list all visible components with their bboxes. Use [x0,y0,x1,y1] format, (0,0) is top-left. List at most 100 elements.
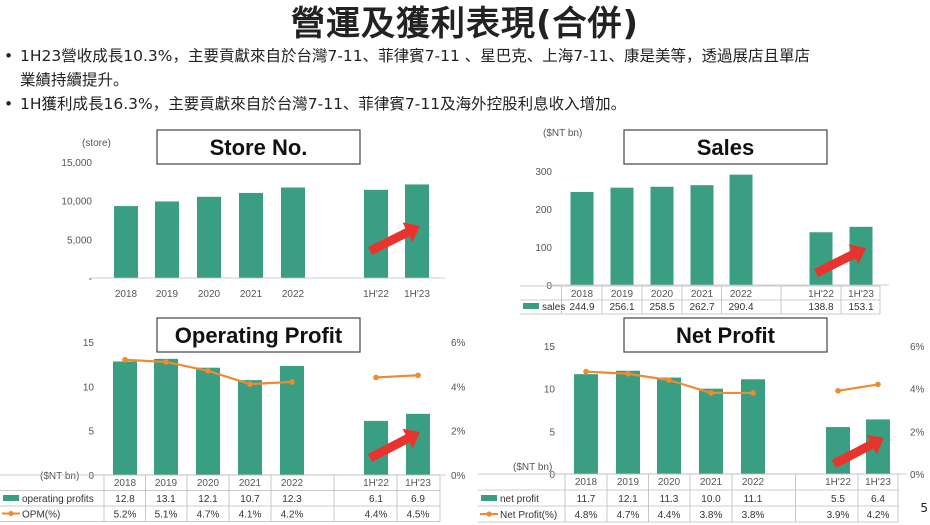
table-cell: 138.8 [808,302,833,313]
chart-title: Operating Profit [175,323,343,348]
table-cell: 4.4% [658,510,681,521]
table-cell: 4.2% [281,510,304,521]
legend-marker [486,511,492,517]
bullet-dot-icon: • [4,95,14,113]
y-tick-label: 10,000 [61,197,92,208]
growth-arrow-icon [367,428,420,462]
x-tick-label: 2021 [700,477,723,488]
x-tick-label: 2020 [197,478,220,489]
unit-label: ($NT bn) [40,471,79,482]
chart-np: Net Profit ($NT bn) 15 10 5 0 6% 4% 2% 0% 2018 2019… [478,317,925,523]
table-cell: 290.4 [728,302,753,313]
bar [616,370,640,474]
y-tick-label: 5 [88,427,94,438]
growth-arrow-icon [368,222,420,255]
line-series [375,374,419,379]
table-cell: 11.7 [577,494,596,505]
table-row-label: OPM(%) [22,510,60,521]
bar [809,232,833,285]
bullet-item: • 1H23營收成長10.3%，主要貢獻來自於台灣7-11、菲律賓7-11 、星… [0,44,930,92]
table-row-label: sales [542,302,565,313]
x-tick-label: 1H'22 [825,477,851,488]
bar [281,187,305,278]
line-point [750,390,756,396]
y-tick-label: 15 [83,338,95,349]
bullet-text: 1H獲利成長16.3%，主要貢獻來自於台灣7-11、菲律賓7-11及海外控股利息… [20,95,627,113]
x-tick-label: 1H'22 [363,478,389,489]
table-cell: 153.1 [848,302,873,313]
y-tick-label: 200 [535,205,552,216]
line-point [625,370,631,377]
legend-swatch [523,303,539,309]
x-tick-label: 1H'23 [405,478,431,489]
unit-label: ($NT bn) [513,462,552,473]
bar [570,191,594,285]
y2-tick-label: 6% [451,338,466,349]
table-cell: 4.7% [197,510,220,521]
y2-tick-label: 2% [910,427,925,438]
y2-tick-label: 0% [910,470,925,481]
y-tick-label: 0 [549,470,555,481]
bullet-item: • 1H獲利成長16.3%，主要貢獻來自於台灣7-11、菲律賓7-11及海外控股… [0,92,930,116]
page-title: 營運及獲利表現(合併) [290,4,640,44]
line-point [289,379,295,385]
table-cell: 6.9 [411,494,425,505]
y2-tick-label: 6% [910,342,925,353]
x-tick-label: 2022 [730,289,753,300]
y-tick-label: 10 [544,385,556,396]
x-tick-label: 2020 [198,289,221,300]
x-tick-label: 2022 [282,289,305,300]
bar [114,206,138,278]
bar [154,358,178,475]
table-cell: 10.7 [240,494,260,505]
x-tick-label: 2020 [658,477,681,488]
table-row-label: net profit [500,494,539,505]
table-cell: 4.7% [617,510,640,521]
line-point [373,374,379,381]
bar [364,189,388,278]
bar [238,380,262,475]
y2-tick-label: 0% [451,471,466,482]
table-cell: 5.1% [155,510,178,521]
bar [699,388,723,474]
table-cell: 6.4 [871,494,885,505]
line-point [163,359,169,365]
bullet-dot-icon: • [4,47,14,65]
table-cell: 4.4% [365,510,388,521]
x-tick-label: 2018 [115,289,138,300]
chart-title-box [156,129,361,165]
x-tick-label: 2022 [281,478,304,489]
table-cell: 11.1 [744,494,763,505]
y2-tick-label: 2% [451,427,466,438]
unit-label: ($NT bn) [543,128,582,139]
line-point [666,377,672,383]
y-tick-label: 15,000 [61,158,92,169]
x-tick-label: 2021 [691,289,714,300]
y-tick-label: 300 [535,167,552,178]
table-cell: 12.1 [198,494,218,505]
table-cell: 13.1 [156,494,176,505]
table-cell: 4.5% [407,510,430,521]
line-point [583,368,589,375]
unit-label: (store) [82,138,111,149]
chart-sales: Sales ($NT bn) 300 200 100 0 2018 2019 2020 2021 2… [520,128,889,315]
page-number: 5 [920,501,928,515]
line-point [415,372,421,379]
table-cell: 6.1 [369,494,383,505]
table-cell: 10.0 [701,494,721,505]
x-tick-label: 2021 [239,478,262,489]
table-cell: 256.1 [609,302,634,313]
table-cell: 12.3 [282,494,302,505]
x-tick-label: 2022 [742,477,765,488]
legend-marker [8,510,14,517]
y-tick-label: 15 [544,342,556,353]
x-tick-label: 1H'23 [404,289,430,300]
chart-title: Store No. [210,135,308,160]
table-cell: 244.9 [569,302,594,313]
table-cell: 12.1 [618,494,638,505]
y-tick-label: 0 [88,471,94,482]
bar [155,201,179,278]
x-tick-label: 2020 [651,289,674,300]
line-point [247,381,253,387]
table-cell: 258.5 [649,302,674,313]
